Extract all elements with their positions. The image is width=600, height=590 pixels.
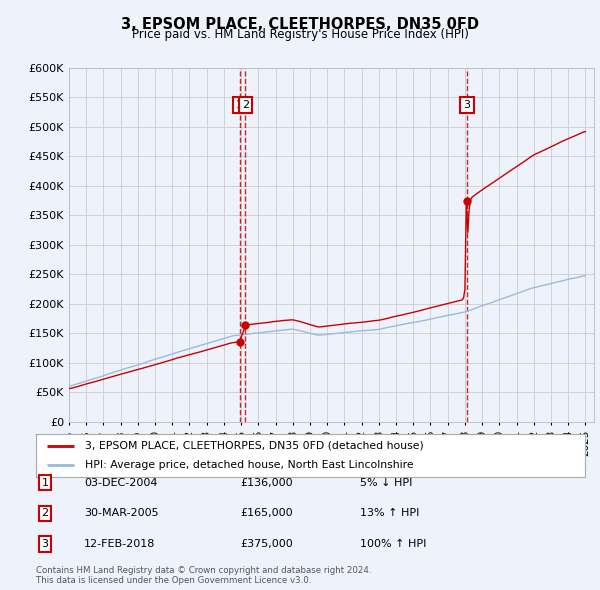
Text: 3: 3 — [41, 539, 49, 549]
Text: 3, EPSOM PLACE, CLEETHORPES, DN35 0FD (detached house): 3, EPSOM PLACE, CLEETHORPES, DN35 0FD (d… — [85, 441, 424, 451]
Text: HPI: Average price, detached house, North East Lincolnshire: HPI: Average price, detached house, Nort… — [85, 460, 414, 470]
Text: 2: 2 — [242, 100, 249, 110]
Text: 1: 1 — [236, 100, 243, 110]
Text: 1: 1 — [41, 478, 49, 487]
Text: £375,000: £375,000 — [240, 539, 293, 549]
Text: £136,000: £136,000 — [240, 478, 293, 487]
Text: 12-FEB-2018: 12-FEB-2018 — [84, 539, 155, 549]
Text: 3, EPSOM PLACE, CLEETHORPES, DN35 0FD: 3, EPSOM PLACE, CLEETHORPES, DN35 0FD — [121, 17, 479, 31]
Text: 100% ↑ HPI: 100% ↑ HPI — [360, 539, 427, 549]
Text: £165,000: £165,000 — [240, 509, 293, 518]
Text: Price paid vs. HM Land Registry's House Price Index (HPI): Price paid vs. HM Land Registry's House … — [131, 28, 469, 41]
Text: 13% ↑ HPI: 13% ↑ HPI — [360, 509, 419, 518]
Text: 5% ↓ HPI: 5% ↓ HPI — [360, 478, 412, 487]
Text: 2: 2 — [41, 509, 49, 518]
Text: 03-DEC-2004: 03-DEC-2004 — [84, 478, 157, 487]
Text: Contains HM Land Registry data © Crown copyright and database right 2024.
This d: Contains HM Land Registry data © Crown c… — [36, 566, 371, 585]
Text: 3: 3 — [463, 100, 470, 110]
Text: 30-MAR-2005: 30-MAR-2005 — [84, 509, 158, 518]
